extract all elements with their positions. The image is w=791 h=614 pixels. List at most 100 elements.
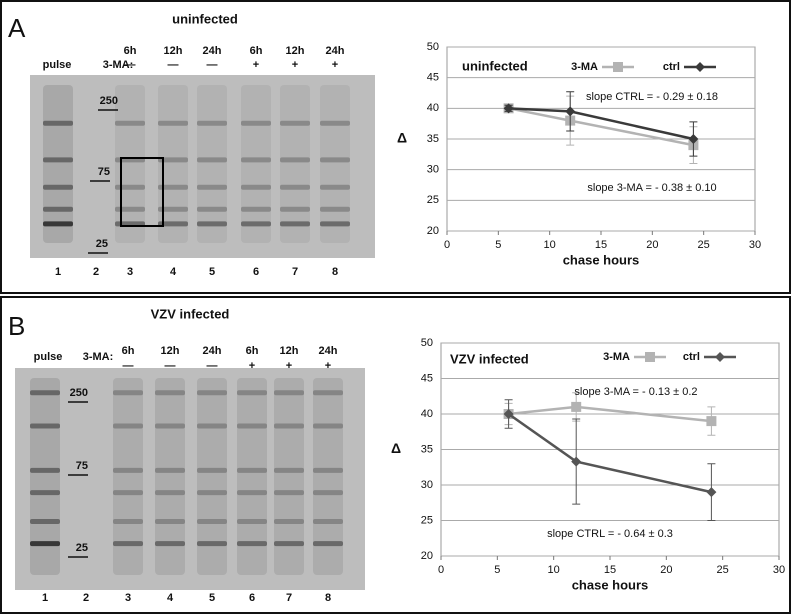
gel-lane [115, 85, 145, 243]
lane-number: 8 [332, 266, 338, 278]
gel-band [113, 423, 143, 429]
gel-band [274, 467, 304, 473]
x-tick-label: 15 [604, 564, 616, 576]
y-tick-label: 35 [421, 443, 433, 455]
gel-band [197, 467, 227, 473]
annotation: slope 3-MA = - 0.38 ± 0.10 [587, 182, 716, 194]
panel-frame [0, 296, 791, 614]
lane-number: 5 [209, 266, 215, 278]
data-point [688, 134, 699, 144]
gel-band [30, 390, 60, 396]
gel-band [197, 541, 227, 547]
gel-band [274, 423, 304, 429]
gel-title: uninfected [172, 11, 238, 26]
treatment-sign: — [207, 59, 218, 71]
lane-number: 4 [167, 592, 174, 604]
gel-band [30, 490, 60, 496]
lane-number: 6 [253, 266, 259, 278]
time-label: 24h [203, 45, 222, 57]
highlight-box [120, 157, 164, 227]
gel-band [158, 221, 188, 227]
y-tick-label: 30 [427, 164, 439, 176]
gel-band [313, 518, 343, 524]
gel-band [113, 518, 143, 524]
gel-band [274, 518, 304, 524]
gel-band [113, 490, 143, 496]
marker-label: 75 [98, 166, 110, 178]
gel-band [197, 157, 227, 163]
pulse-label: pulse [34, 351, 63, 363]
gel-band [280, 221, 310, 227]
y-tick-label: 30 [421, 479, 433, 491]
y-axis-label: Δ [391, 440, 401, 456]
gel-lane [197, 378, 227, 575]
x-tick-label: 10 [544, 239, 556, 251]
gel-band [313, 423, 343, 429]
treatment-sign: + [325, 360, 331, 372]
gel-lane [237, 378, 267, 575]
gel-lane [197, 85, 227, 243]
gel-band [274, 541, 304, 547]
gel-band [113, 467, 143, 473]
legend-marker [613, 62, 623, 72]
time-label: 6h [124, 45, 137, 57]
y-tick-label: 50 [427, 41, 439, 53]
y-tick-label: 35 [427, 133, 439, 145]
marker-label: 75 [76, 460, 88, 472]
annotation: slope CTRL = - 0.29 ± 0.18 [586, 91, 718, 103]
gel-band [237, 423, 267, 429]
treatment-sign: + [292, 59, 298, 71]
x-tick-label: 20 [660, 564, 672, 576]
gel-band [197, 423, 227, 429]
gel-band [197, 390, 227, 396]
gel-lane [280, 85, 310, 243]
gel-band [197, 490, 227, 496]
gel-lane [30, 378, 60, 575]
gel-title: VZV infected [151, 306, 230, 321]
treatment-sign: — [125, 59, 136, 71]
gel-lane [155, 378, 185, 575]
gel-band [113, 541, 143, 547]
time-label: 6h [250, 45, 263, 57]
gel-band [237, 467, 267, 473]
lane-number: 7 [286, 592, 292, 604]
data-point [565, 106, 576, 117]
time-label: 6h [122, 345, 135, 357]
y-tick-label: 45 [427, 72, 439, 84]
gel-band [158, 120, 188, 126]
x-tick-label: 5 [495, 239, 501, 251]
marker-label: 250 [70, 387, 88, 399]
gel-image [30, 75, 375, 258]
time-label: 12h [286, 45, 305, 57]
gel-band [237, 541, 267, 547]
gel-band [158, 157, 188, 163]
gel-band [241, 184, 271, 190]
gel-band [30, 467, 60, 473]
y-tick-label: 20 [427, 225, 439, 237]
gel-band [274, 390, 304, 396]
gel-band [320, 157, 350, 163]
pulse-label: pulse [43, 59, 72, 71]
gel-band [320, 120, 350, 126]
time-label: 24h [326, 45, 345, 57]
panel-label: B [8, 311, 25, 341]
gel-band [241, 206, 271, 212]
gel-band [237, 518, 267, 524]
gel-band [158, 184, 188, 190]
x-axis-label: chase hours [572, 577, 649, 592]
x-tick-label: 30 [749, 239, 761, 251]
gel-image [15, 368, 365, 590]
annotation: slope 3-MA = - 0.13 ± 0.2 [574, 386, 697, 398]
legend-marker [715, 352, 725, 362]
gel-band [280, 184, 310, 190]
time-label: 24h [319, 345, 338, 357]
gel-band [43, 157, 73, 163]
panel-frame [0, 0, 791, 294]
gel-band [197, 221, 227, 227]
data-point [706, 416, 717, 427]
gel-band [30, 541, 60, 547]
gel-band [115, 206, 145, 212]
lane-number: 2 [83, 592, 89, 604]
x-tick-label: 5 [494, 564, 500, 576]
